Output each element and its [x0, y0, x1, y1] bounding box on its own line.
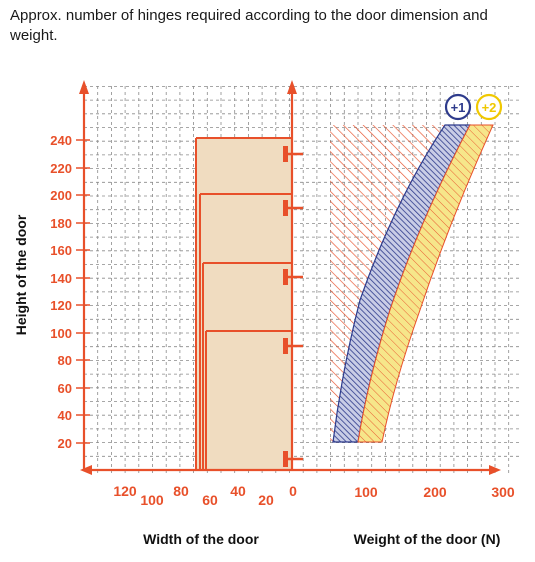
y-tick-label: 60: [58, 381, 72, 396]
width-tick-label: 0: [289, 483, 297, 499]
door-outlines: [195, 137, 292, 470]
y-tick-label: 40: [58, 408, 72, 423]
weight-tick-label: 300: [491, 484, 515, 500]
plus-two-badge: +2: [475, 93, 503, 121]
y-tick-label: 100: [50, 326, 72, 341]
width-tick-label: 80: [173, 483, 189, 499]
y-axis-title: Height of the door: [13, 214, 29, 335]
hinge-icon: [283, 451, 303, 467]
y-tick-label: 200: [50, 188, 72, 203]
y-tick-label: 220: [50, 161, 72, 176]
weight-tick-label: 100: [354, 484, 378, 500]
hinge-markers: [283, 146, 303, 467]
weight-tick-labels: 100 200 300: [354, 484, 515, 500]
single-hinge-zone-hatch: [330, 125, 445, 442]
diagram-caption: Approx. number of hinges required accord…: [10, 7, 488, 44]
hinge-icon: [283, 338, 303, 354]
hinge-icon: [283, 146, 303, 162]
width-tick-label: 120: [113, 483, 137, 499]
y-tick-marks: [76, 139, 90, 444]
hinge-icon: [283, 269, 303, 285]
y-tick-label: 160: [50, 243, 72, 258]
plus-two-badge-label: +2: [482, 100, 497, 115]
plus-two-band: [357, 124, 494, 443]
y-tick-label: 140: [50, 271, 72, 286]
y-tick-label: 80: [58, 353, 72, 368]
width-tick-label: 60: [202, 492, 218, 508]
y-tick-labels: 240 220 200 180 160 140 120 100 80 60 40…: [50, 133, 72, 451]
y-tick-label: 240: [50, 133, 72, 148]
hinge-icon: [283, 200, 303, 216]
y-tick-label: 180: [50, 216, 72, 231]
door-area: [196, 138, 292, 470]
weight-axis-title: Weight of the door (N): [354, 531, 501, 547]
y-tick-label: 120: [50, 298, 72, 313]
width-tick-label: 100: [140, 492, 164, 508]
y-tick-label: 20: [58, 436, 72, 451]
width-tick-labels: 120 100 80 60 40 20 0: [113, 483, 297, 508]
weight-tick-label: 200: [423, 484, 447, 500]
plus-one-badge: +1: [444, 93, 472, 121]
width-tick-label: 40: [230, 483, 246, 499]
width-axis-title: Width of the door: [143, 531, 259, 547]
width-tick-label: 20: [258, 492, 274, 508]
plus-one-badge-label: +1: [451, 100, 466, 115]
